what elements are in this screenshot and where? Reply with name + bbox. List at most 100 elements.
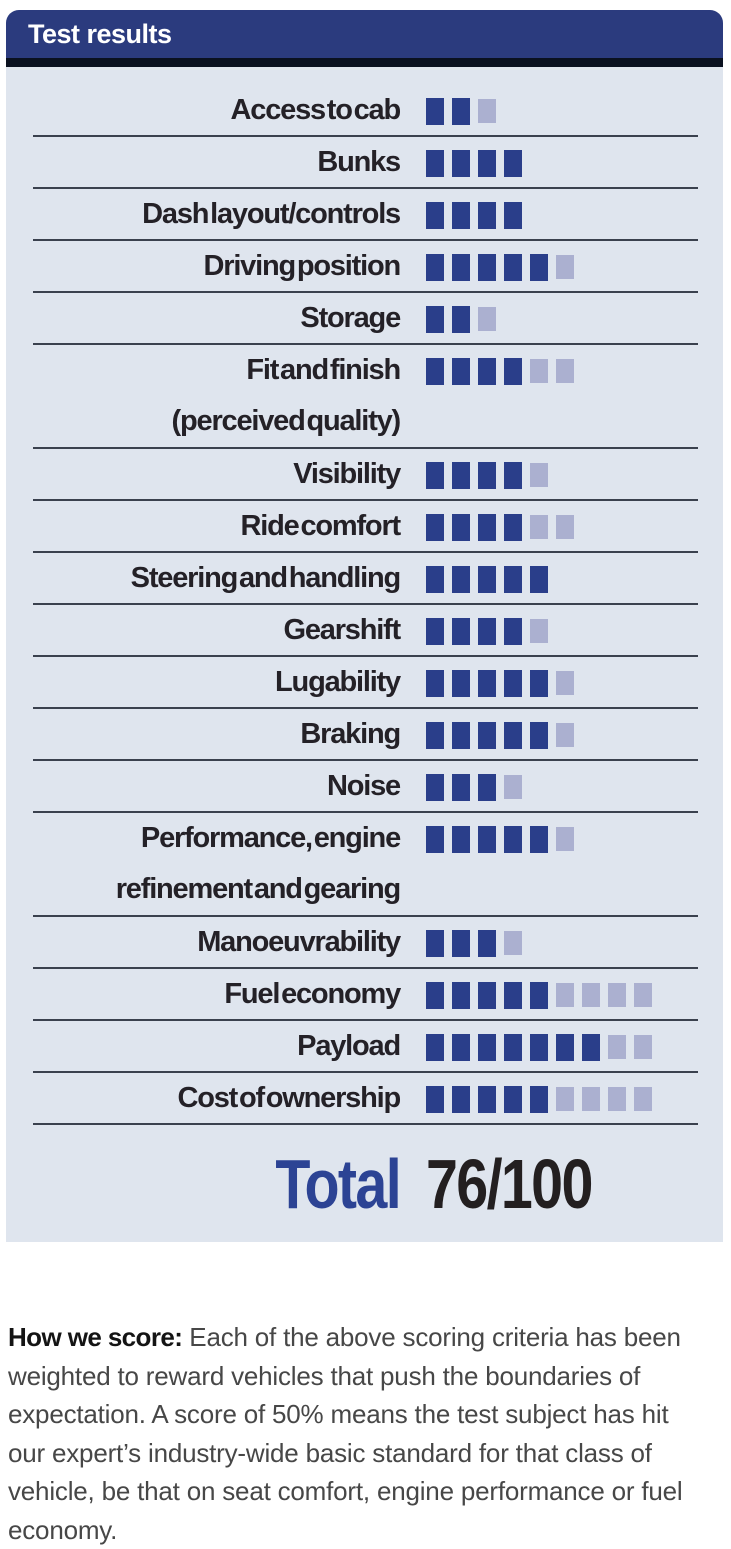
score-bar [426,501,574,553]
score-segment-empty [608,1035,626,1059]
panel-header: Test results [6,10,723,58]
score-segment-filled [478,1085,496,1113]
score-bar [426,605,548,657]
row-label: Manoeuvrability [197,926,401,958]
score-segment-filled [478,149,496,177]
score-segment-empty [634,983,652,1007]
score-segment-empty [608,1087,626,1111]
score-segment-filled [452,149,470,177]
score-segment-filled [478,669,496,697]
score-segment-filled [478,565,496,593]
table-row: Driving position [33,241,698,293]
score-segment-filled [452,357,470,385]
score-segment-empty [504,775,522,799]
score-segment-filled [452,513,470,541]
score-bar [426,917,522,969]
score-segment-empty [504,931,522,955]
score-segment-filled [452,981,470,1009]
table-row: Manoeuvrability [33,917,698,969]
score-segment-filled [478,357,496,385]
score-segment-filled [478,201,496,229]
score-segment-filled [452,97,470,125]
score-segment-filled [478,253,496,281]
row-label: Cost of ownership [177,1082,401,1114]
score-segment-empty [556,255,574,279]
table-row: Fuel economy [33,969,698,1021]
score-segment-filled [478,981,496,1009]
row-label: Bunks [317,146,401,178]
score-segment-filled [530,1085,548,1113]
score-segment-filled [426,1033,444,1061]
score-segment-filled [426,253,444,281]
table-row: Noise [33,761,698,813]
score-segment-filled [452,461,470,489]
score-segment-empty [530,463,548,487]
row-label: Payload [297,1030,401,1062]
score-segment-filled [478,825,496,853]
test-results-panel: Test results Access to cab Bunks Dash layo… [6,10,723,1242]
row-label: Braking [300,718,401,750]
score-segment-filled [452,617,470,645]
score-segment-filled [426,669,444,697]
table-row: Fit and finish (perceived quality) [33,345,698,449]
score-segment-filled [452,201,470,229]
score-segment-filled [478,461,496,489]
score-bar [426,189,522,241]
score-segment-filled [530,669,548,697]
score-segment-filled [504,1085,522,1113]
table-row: Bunks [33,137,698,189]
score-segment-filled [452,1085,470,1113]
score-segment-filled [478,721,496,749]
row-label: Noise [327,770,401,802]
score-bar [426,85,496,137]
score-segment-filled [530,253,548,281]
score-segment-filled [504,253,522,281]
score-segment-filled [504,357,522,385]
score-bar [426,969,652,1021]
score-segment-filled [426,201,444,229]
score-segment-filled [504,1033,522,1061]
score-segment-empty [556,359,574,383]
score-segment-filled [452,929,470,957]
score-segment-filled [426,513,444,541]
score-segment-empty [634,1087,652,1111]
score-segment-empty [530,515,548,539]
table-row: Dash layout/controls [33,189,698,241]
table-row: Storage [33,293,698,345]
table-row: Performance, engine refinement and gearin… [33,813,698,917]
table-row: Ride comfort [33,501,698,553]
row-label: Visibility [293,458,401,490]
row-label: Access to cab [230,94,402,126]
score-segment-empty [556,671,574,695]
score-segment-empty [556,515,574,539]
score-segment-filled [426,1085,444,1113]
score-segment-filled [478,929,496,957]
score-rows: Access to cab Bunks Dash layout/controls Dr… [33,85,698,1125]
score-segment-filled [452,1033,470,1061]
row-label: Fuel economy [224,978,401,1010]
total-value: 76/100 [426,1144,593,1223]
score-segment-filled [426,461,444,489]
score-segment-empty [634,1035,652,1059]
score-segment-filled [426,721,444,749]
score-segment-filled [530,1033,548,1061]
score-segment-empty [556,1087,574,1111]
score-segment-filled [504,149,522,177]
table-row: Access to cab [33,85,698,137]
score-segment-empty [530,359,548,383]
score-segment-filled [452,669,470,697]
score-segment-filled [504,617,522,645]
score-segment-filled [478,773,496,801]
table-row: Visibility [33,449,698,501]
row-label: Steering and handling [130,562,402,594]
score-segment-filled [530,981,548,1009]
score-bar [426,761,522,813]
score-segment-empty [478,307,496,331]
score-segment-filled [504,669,522,697]
score-segment-filled [504,513,522,541]
score-segment-filled [504,565,522,593]
panel-title: Test results [28,18,172,49]
table-row: Lugability [33,657,698,709]
score-bar [426,293,496,345]
score-segment-filled [426,617,444,645]
